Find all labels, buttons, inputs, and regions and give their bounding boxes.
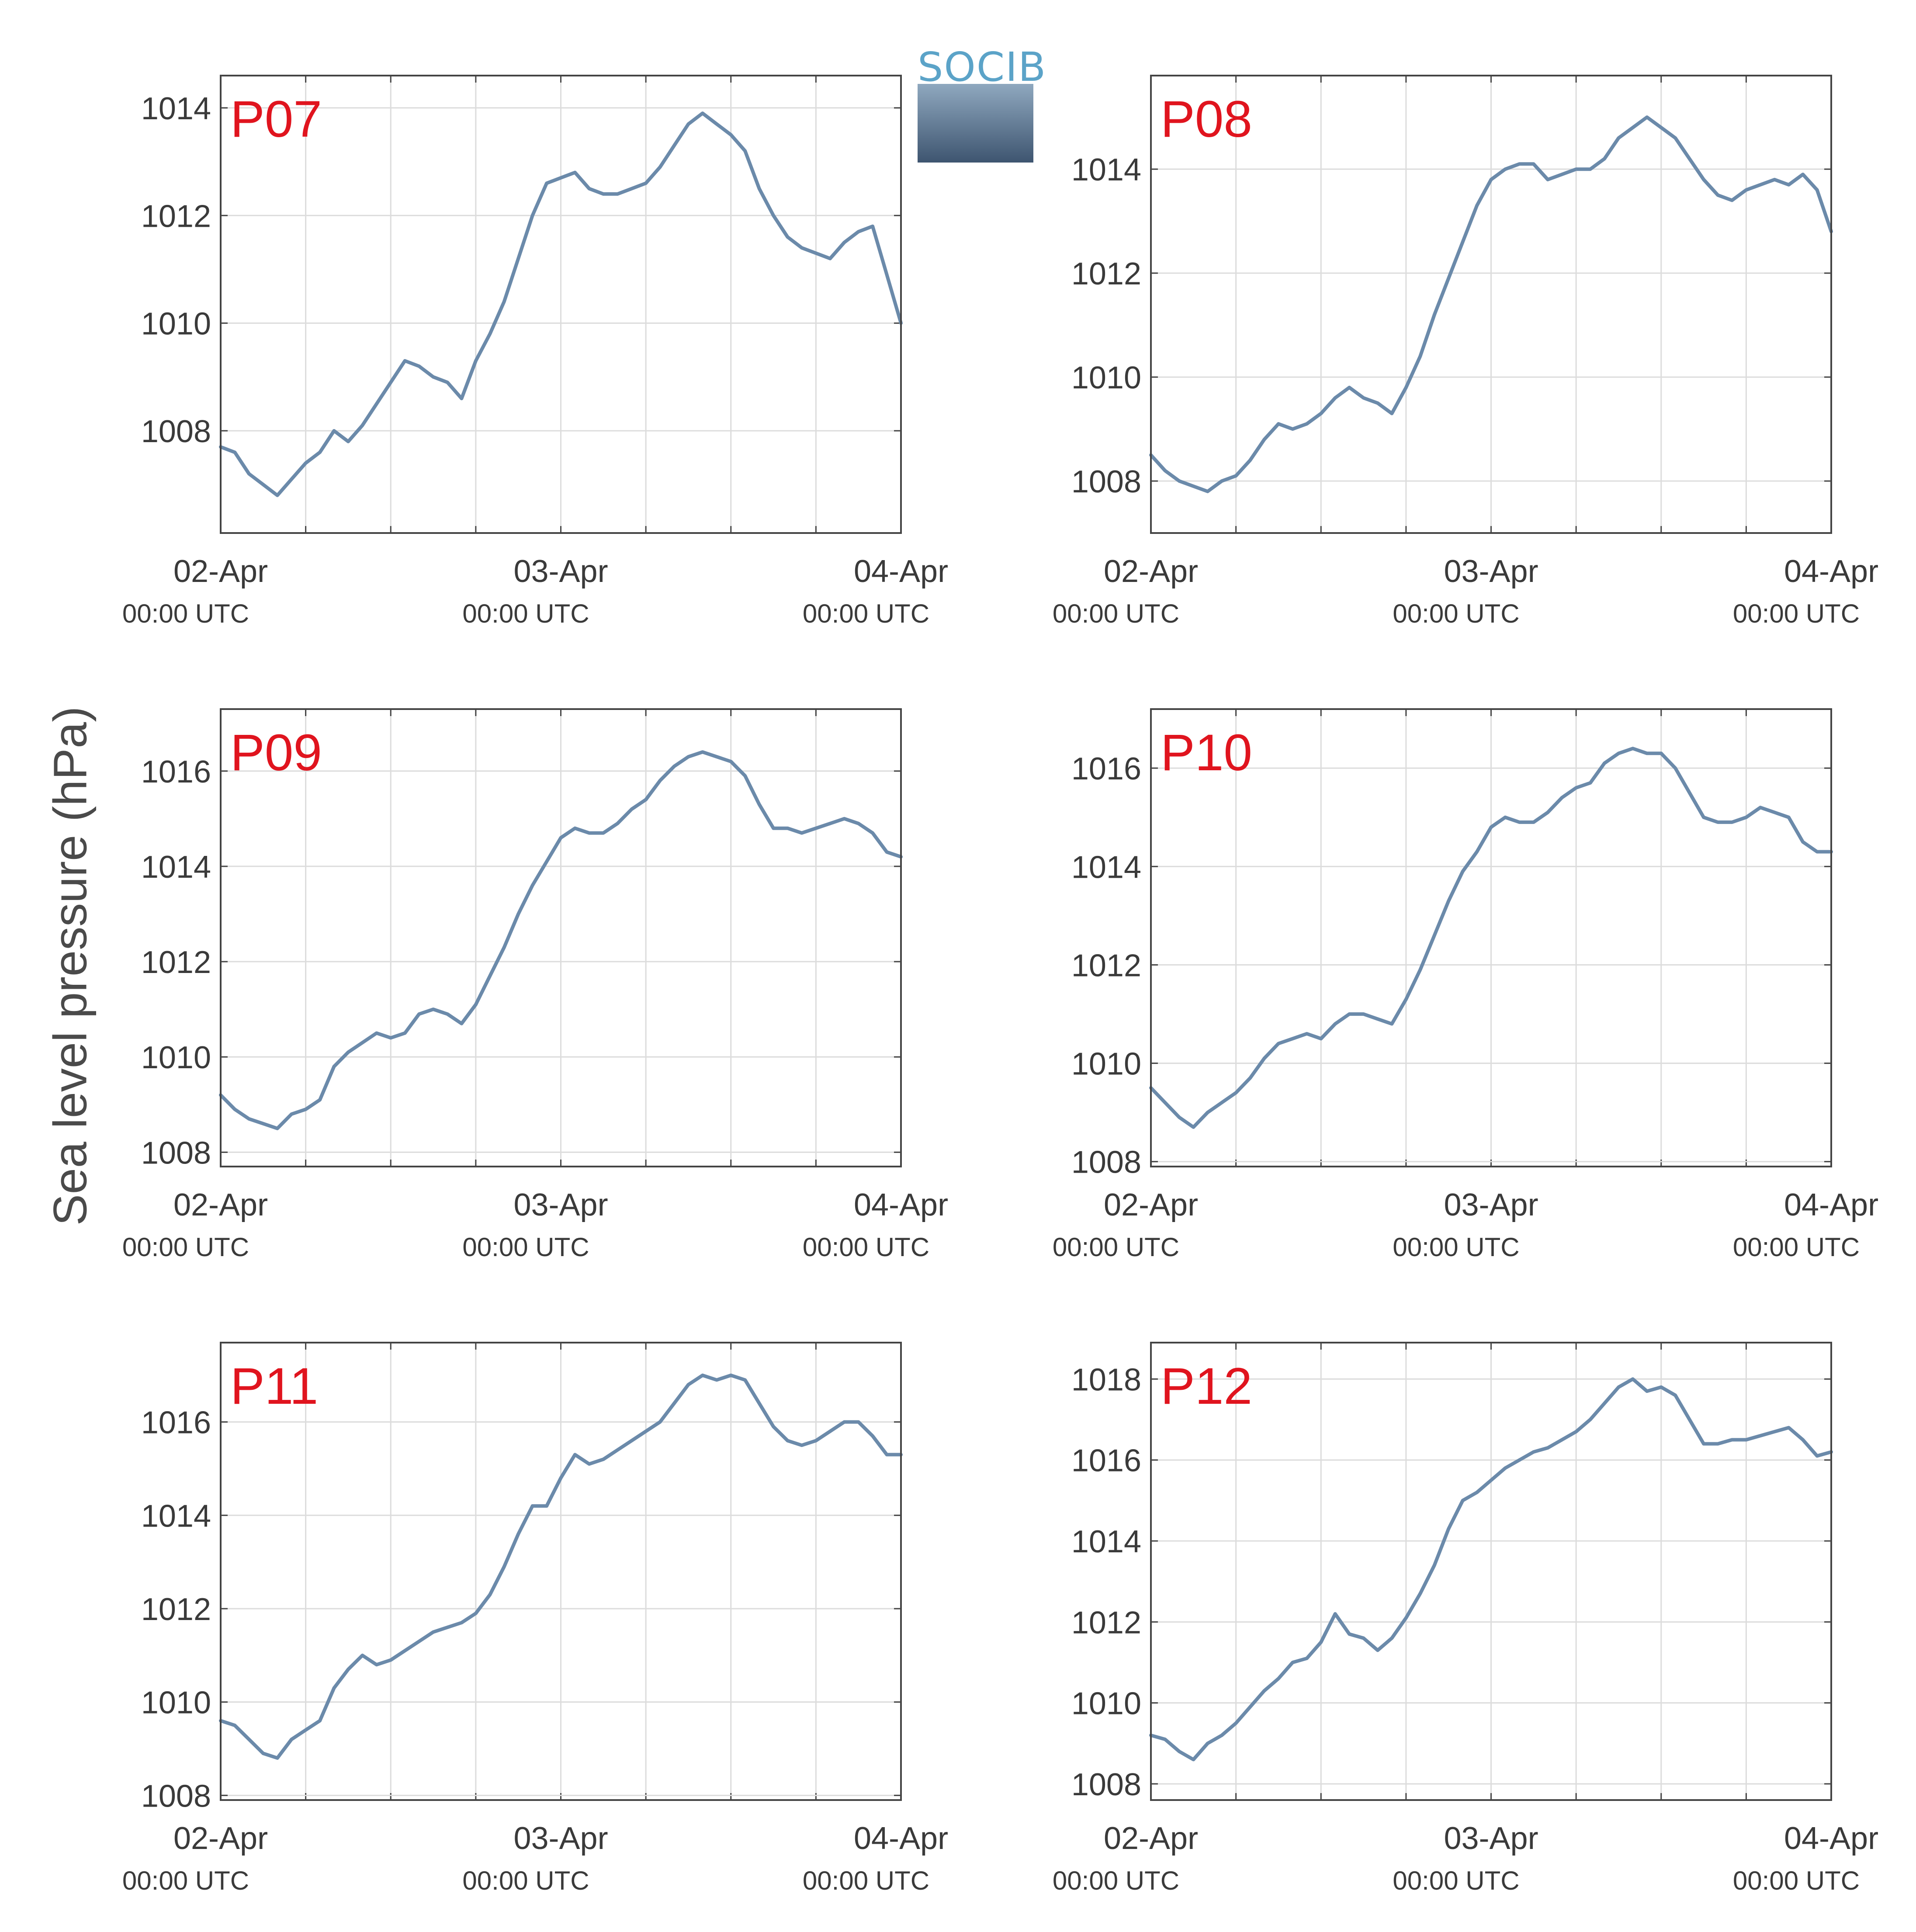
- y-tick-label: 1010: [141, 307, 211, 342]
- x-tick-label-time: 00:00 UTC: [803, 1866, 929, 1895]
- y-tick-label: 1008: [141, 414, 211, 449]
- y-tick-label: 1012: [141, 199, 211, 234]
- y-tick-label: 1018: [1071, 1362, 1141, 1397]
- y-tick-label: 1016: [1071, 1444, 1141, 1478]
- x-tick-label-time: 00:00 UTC: [803, 599, 929, 628]
- panel-p12: 1008 1010 1012 1014 1016 1018 P12 02-Apr 00:00 U…: [1053, 1342, 1878, 1895]
- axes-frame: [220, 1342, 902, 1801]
- y-tick-label: 1014: [141, 850, 211, 885]
- y-tick-label: 1014: [1071, 850, 1141, 885]
- panel-p10: 1008 1010 1012 1014 1016 P10 02-Apr 00:00 UTC 03…: [1053, 708, 1878, 1262]
- x-tick-label-time: 00:00 UTC: [1733, 599, 1860, 628]
- x-tick-label-date: 04-Apr: [1784, 1188, 1878, 1222]
- y-tick-label: 1016: [141, 1406, 211, 1440]
- x-tick-label-date: 03-Apr: [1444, 554, 1538, 589]
- x-tick-label-date: 02-Apr: [1104, 1821, 1198, 1856]
- y-tick-label: 1010: [141, 1686, 211, 1721]
- x-tick-label-date: 04-Apr: [854, 554, 948, 589]
- x-tick-label-time: 00:00 UTC: [1733, 1866, 1860, 1895]
- y-tick-label: 1012: [1071, 948, 1141, 983]
- x-tick-label-time: 00:00 UTC: [1393, 599, 1519, 628]
- panel-p07: 1008 1010 1012 1014 P07 02-Apr 00:00 UTC 03-Apr…: [122, 75, 948, 628]
- y-tick-label: 1014: [141, 1499, 211, 1534]
- y-tick-label: 1010: [141, 1040, 211, 1075]
- x-tick-label-date: 02-Apr: [173, 554, 268, 589]
- y-tick-label: 1012: [141, 1592, 211, 1627]
- x-tick-label-date: 04-Apr: [854, 1188, 948, 1222]
- axes-frame: [1150, 1342, 1832, 1801]
- x-tick-label-time: 00:00 UTC: [122, 599, 249, 628]
- axes-frame: [1150, 75, 1832, 534]
- x-tick-label-date: 02-Apr: [173, 1821, 268, 1856]
- panel-p08: 1008 1010 1012 1014 P08 02-Apr 00:00 UTC 03-Apr…: [1053, 75, 1878, 628]
- x-tick-label-date: 02-Apr: [1104, 1188, 1198, 1222]
- x-tick-label-time: 00:00 UTC: [1393, 1866, 1519, 1895]
- panel-label: P10: [1161, 724, 1252, 782]
- x-tick-label-date: 02-Apr: [1104, 554, 1198, 589]
- logo-text: SOCIB: [918, 44, 1047, 90]
- panel-label: P09: [230, 724, 322, 782]
- y-tick-label: 1008: [141, 1779, 211, 1814]
- axes-frame: [1150, 708, 1832, 1167]
- x-tick-label-date: 03-Apr: [513, 1821, 608, 1856]
- logo-wave-box: [918, 84, 1033, 163]
- x-tick-label-date: 03-Apr: [513, 554, 608, 589]
- x-tick-label-date: 03-Apr: [1444, 1821, 1538, 1856]
- y-tick-label: 1016: [141, 755, 211, 789]
- x-tick-label-time: 00:00 UTC: [803, 1233, 929, 1262]
- x-tick-label-date: 02-Apr: [173, 1188, 268, 1222]
- series-line-p08: [1149, 115, 1833, 493]
- x-tick-label-time: 00:00 UTC: [1053, 1866, 1179, 1895]
- x-tick-label-time: 00:00 UTC: [462, 599, 589, 628]
- series-line-p12: [1149, 1377, 1833, 1762]
- y-tick-label: 1008: [1071, 1767, 1141, 1802]
- x-tick-label-time: 00:00 UTC: [122, 1866, 249, 1895]
- panel-label: P11: [230, 1357, 318, 1415]
- y-tick-label: 1014: [141, 91, 211, 126]
- y-tick-label: 1012: [1071, 256, 1141, 291]
- series-line-p09: [219, 750, 903, 1130]
- x-tick-label-date: 04-Apr: [854, 1821, 948, 1856]
- axes-frame: [220, 75, 902, 534]
- y-tick-label: 1008: [1071, 1145, 1141, 1180]
- x-tick-label-time: 00:00 UTC: [1053, 1233, 1179, 1262]
- y-tick-label: 1010: [1071, 1686, 1141, 1721]
- axes-frame: [220, 708, 902, 1167]
- x-tick-label-date: 03-Apr: [513, 1188, 608, 1222]
- y-tick-label: 1014: [1071, 1524, 1141, 1559]
- x-tick-label-time: 00:00 UTC: [462, 1233, 589, 1262]
- x-tick-label-time: 00:00 UTC: [1393, 1233, 1519, 1262]
- x-tick-label-time: 00:00 UTC: [122, 1233, 249, 1262]
- y-tick-label: 1008: [1071, 464, 1141, 499]
- y-axis-label: Sea level pressure (hPa): [43, 706, 97, 1226]
- y-tick-label: 1012: [1071, 1605, 1141, 1640]
- y-tick-label: 1012: [141, 945, 211, 980]
- y-tick-label: 1014: [1071, 152, 1141, 187]
- x-tick-label-time: 00:00 UTC: [1053, 599, 1179, 628]
- panel-label: P08: [1161, 90, 1252, 148]
- x-tick-label-date: 04-Apr: [1784, 1821, 1878, 1856]
- x-tick-label-time: 00:00 UTC: [1733, 1233, 1860, 1262]
- y-tick-label: 1010: [1071, 360, 1141, 395]
- x-tick-label-time: 00:00 UTC: [462, 1866, 589, 1895]
- series-line-p07: [219, 111, 903, 497]
- y-tick-label: 1008: [141, 1136, 211, 1170]
- panel-p09: 1008 1010 1012 1014 1016 P09 02-Apr 00:00 UTC 03…: [122, 708, 948, 1262]
- x-tick-label-date: 04-Apr: [1784, 554, 1878, 589]
- socib-logo: SOCIB: [918, 44, 1047, 163]
- y-tick-label: 1010: [1071, 1047, 1141, 1082]
- series-line-p10: [1149, 747, 1833, 1129]
- panel-p11: 1008 1010 1012 1014 1016 P11 02-Apr 00:00 UTC 03…: [122, 1342, 948, 1895]
- y-tick-label: 1016: [1071, 751, 1141, 786]
- series-line-p11: [219, 1373, 903, 1760]
- panel-label: P07: [230, 90, 322, 148]
- panel-label: P12: [1161, 1357, 1252, 1415]
- x-tick-label-date: 03-Apr: [1444, 1188, 1538, 1222]
